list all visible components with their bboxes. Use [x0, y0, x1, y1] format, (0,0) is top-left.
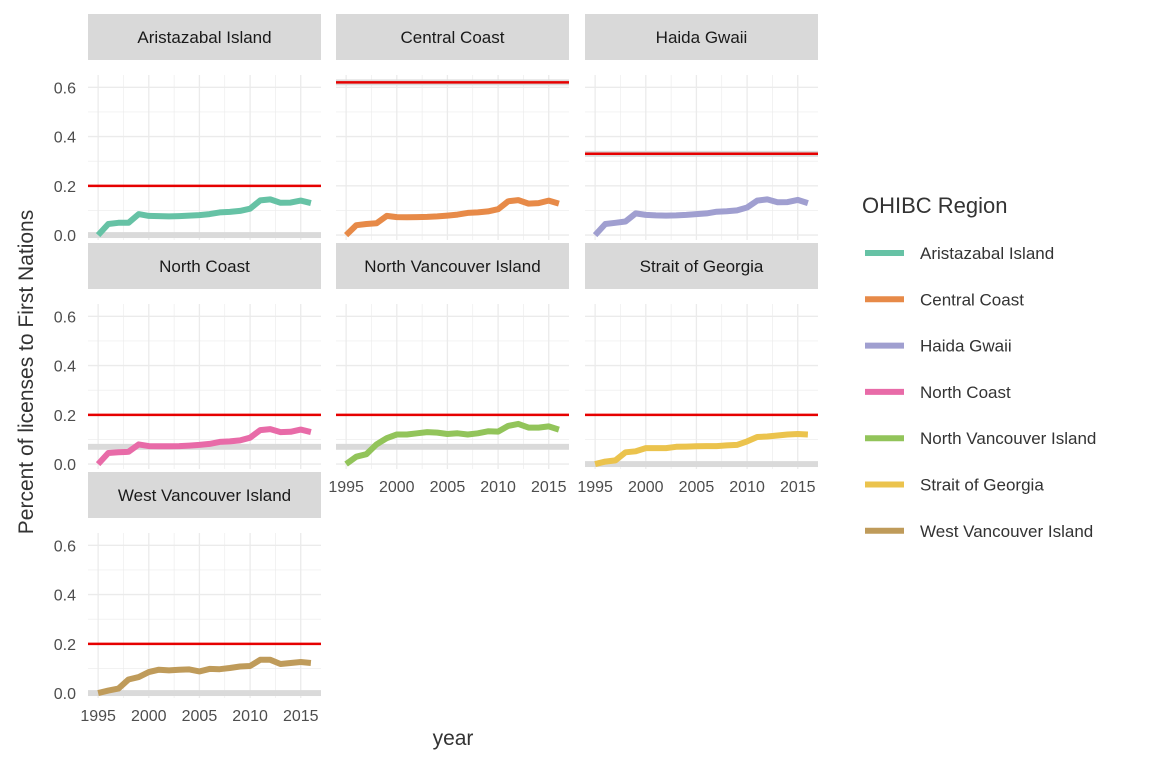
facet-central-coast: Central Coast [336, 14, 569, 240]
facet-strip-west-vancouver-island [88, 472, 321, 518]
y-axis-title: Percent of licenses to First Nations [15, 210, 38, 534]
facet-label-strait-of-georgia: Strait of Georgia [640, 257, 764, 276]
y-tick-label: 0.2 [54, 637, 76, 654]
legend-entry-haida-gwaii: Haida Gwaii [865, 337, 1012, 356]
legend: OHIBC Region Aristazabal Island Central C… [862, 193, 1096, 541]
legend-title: OHIBC Region [862, 193, 1008, 218]
x-tick-label: 2010 [729, 479, 765, 496]
legend-label-aristazabal-island: Aristazabal Island [920, 244, 1054, 263]
x-tick-label: 2005 [182, 708, 218, 725]
legend-entry-central-coast: Central Coast [865, 290, 1024, 309]
legend-entry-north-vancouver-island: North Vancouver Island [865, 429, 1096, 448]
series-line-haida-gwaii [592, 196, 809, 238]
legend-label-north-vancouver-island: North Vancouver Island [920, 429, 1096, 448]
x-tick-label: 2010 [480, 479, 516, 496]
legend-label-central-coast: Central Coast [920, 290, 1024, 309]
facet-aristazabal-island: Aristazabal Island [88, 14, 321, 240]
facet-strip-central-coast [336, 14, 569, 60]
legend-label-strait-of-georgia: Strait of Georgia [920, 476, 1044, 495]
facet-label-north-coast: North Coast [159, 257, 250, 276]
y-tick-label: 0.6 [54, 538, 76, 555]
legend-entry-west-vancouver-island: West Vancouver Island [865, 522, 1093, 541]
y-tick-label: 0.6 [54, 80, 76, 97]
x-tick-label: 2000 [131, 708, 167, 725]
facet-strip-strait-of-georgia [585, 243, 818, 289]
x-tick-label: 2000 [628, 479, 664, 496]
reference-band-strait-of-georgia [585, 461, 818, 468]
y-tick-label: 0.2 [54, 179, 76, 196]
x-tick-label: 2005 [430, 479, 466, 496]
facet-label-north-vancouver-island: North Vancouver Island [364, 257, 540, 276]
y-tick-label: 0.4 [54, 359, 76, 376]
legend-label-north-coast: North Coast [920, 383, 1011, 402]
x-tick-label: 2000 [379, 479, 415, 496]
x-tick-label: 2015 [780, 479, 816, 496]
legend-label-haida-gwaii: Haida Gwaii [920, 337, 1012, 356]
facet-strait-of-georgia: Strait of Georgia [585, 243, 818, 469]
reference-band-north-vancouver-island [336, 443, 569, 450]
gridlines-west-vancouver-island [88, 533, 321, 698]
legend-entry-strait-of-georgia: Strait of Georgia [865, 476, 1044, 495]
y-tick-label: 0.2 [54, 408, 76, 425]
x-tick-label: 2005 [679, 479, 715, 496]
y-tick-label: 0.4 [54, 588, 76, 605]
x-tick-label: 1995 [328, 479, 364, 496]
y-tick-label: 0.6 [54, 309, 76, 326]
x-axes: 1995 2000 2005 2010 2015 1995 2000 2005 2010 2015… [80, 479, 815, 725]
facet-panels: Aristazabal Island Central Coast Haida Gwa… [88, 14, 818, 698]
series-line-north-coast [95, 426, 312, 467]
y-tick-label: 0.0 [54, 228, 76, 245]
reference-band-aristazabal-island [88, 232, 321, 239]
series-line-north-vancouver-island [344, 420, 560, 467]
legend-label-west-vancouver-island: West Vancouver Island [920, 522, 1093, 541]
facet-strip-north-coast [88, 243, 321, 289]
y-tick-label: 0.0 [54, 457, 76, 474]
facet-strip-aristazabal-island [88, 14, 321, 60]
y-tick-label: 0.4 [54, 130, 76, 147]
x-tick-label: 1995 [80, 708, 116, 725]
series-line-central-coast [344, 197, 560, 238]
series-line-strait-of-georgia [594, 431, 809, 468]
facet-strip-north-vancouver-island [336, 243, 569, 289]
series-line-west-vancouver-island [97, 656, 312, 697]
x-tick-label: 2010 [232, 708, 268, 725]
legend-entry-north-coast: North Coast [865, 383, 1011, 402]
facet-label-west-vancouver-island: West Vancouver Island [118, 486, 291, 505]
legend-entry-aristazabal-island: Aristazabal Island [865, 244, 1054, 263]
facet-north-vancouver-island: North Vancouver Island [336, 243, 569, 469]
y-axes: 0.0 0.2 0.4 0.6 0.0 0.2 0.4 0.6 0.0 0.2 0.4 0.6 [54, 80, 76, 703]
x-tick-label: 2015 [531, 479, 567, 496]
x-axis-title: year [433, 727, 474, 750]
series-line-aristazabal-island [95, 196, 312, 238]
facet-strip-haida-gwaii [585, 14, 818, 60]
x-tick-label: 1995 [577, 479, 613, 496]
facet-haida-gwaii: Haida Gwaii [585, 14, 818, 240]
facet-north-coast: North Coast [88, 243, 321, 469]
facet-west-vancouver-island: West Vancouver Island [88, 472, 321, 698]
x-tick-label: 2015 [283, 708, 319, 725]
facet-label-aristazabal-island: Aristazabal Island [137, 28, 271, 47]
reference-band-west-vancouver-island [88, 690, 321, 697]
y-tick-label: 0.0 [54, 686, 76, 703]
facet-label-haida-gwaii: Haida Gwaii [656, 28, 748, 47]
facet-label-central-coast: Central Coast [401, 28, 505, 47]
